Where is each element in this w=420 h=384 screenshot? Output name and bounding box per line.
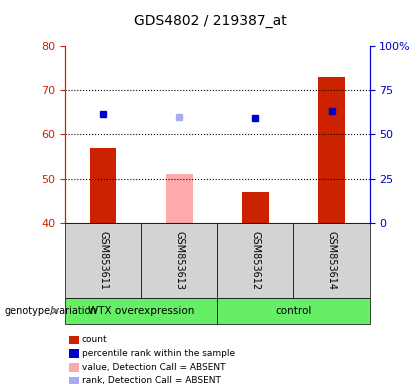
Text: rank, Detection Call = ABSENT: rank, Detection Call = ABSENT — [82, 376, 221, 384]
Bar — [65, 223, 141, 298]
Text: GDS4802 / 219387_at: GDS4802 / 219387_at — [134, 14, 286, 28]
Bar — [294, 223, 370, 298]
Text: GSM853611: GSM853611 — [98, 231, 108, 290]
Text: percentile rank within the sample: percentile rank within the sample — [82, 349, 235, 358]
Bar — [318, 77, 345, 223]
Bar — [218, 223, 294, 298]
Bar — [69, 377, 79, 384]
Bar — [166, 174, 193, 223]
Text: GSM853614: GSM853614 — [326, 231, 336, 290]
Text: WTX overexpression: WTX overexpression — [88, 306, 194, 316]
Text: GSM853612: GSM853612 — [250, 231, 260, 290]
Bar — [69, 336, 79, 344]
Text: genotype/variation: genotype/variation — [4, 306, 97, 316]
Text: control: control — [275, 306, 312, 316]
Bar — [242, 192, 269, 223]
Bar — [69, 363, 79, 372]
Text: value, Detection Call = ABSENT: value, Detection Call = ABSENT — [82, 362, 226, 372]
Bar — [90, 148, 116, 223]
Bar — [218, 298, 370, 324]
Bar — [69, 349, 79, 358]
Bar — [65, 298, 218, 324]
Bar — [141, 223, 218, 298]
Text: count: count — [82, 335, 108, 344]
Text: GSM853613: GSM853613 — [174, 231, 184, 290]
